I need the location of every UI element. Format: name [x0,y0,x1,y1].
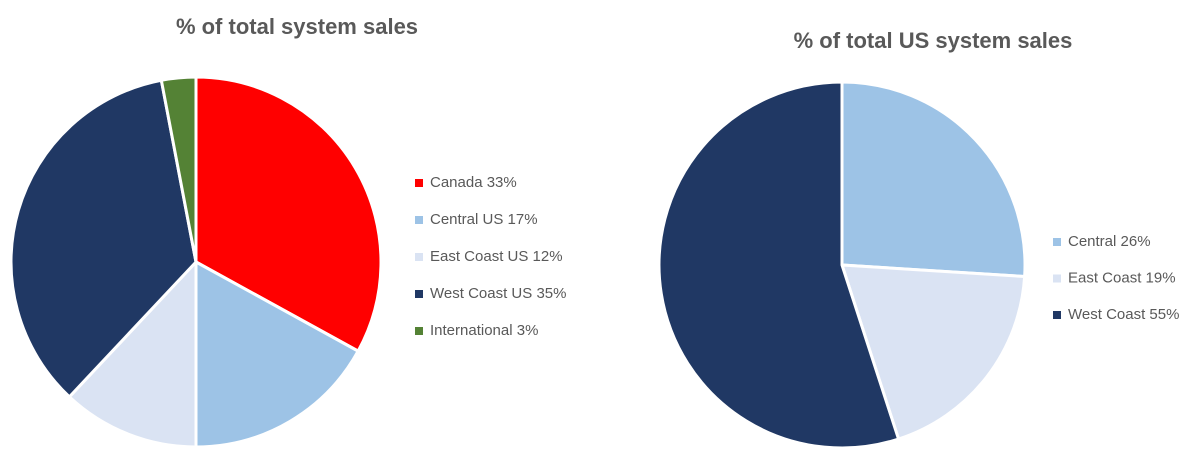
pie-slice [657,80,901,449]
legend-entry: West Coast 55% [1068,306,1179,323]
legend-swatch [415,179,423,187]
legend-swatch [415,216,423,224]
legend-entry: Canada 33% [430,174,517,191]
legend-value: 26% [1121,233,1151,250]
legend-swatch [415,290,423,298]
legend-entry: East Coast 19% [1068,269,1176,286]
legend-category: West Coast US [430,285,532,302]
pie-slice [194,260,360,449]
pie-slice [840,80,1027,278]
legend-entry: East Coast US 12% [430,248,563,265]
legend-category: West Coast [1068,306,1146,323]
legend-entry: Central US 17% [430,211,538,228]
legend-category: Canada [430,174,483,191]
legend-value: 12% [533,248,563,265]
legend-swatch [1053,238,1061,246]
chart-title: % of total US system sales [794,28,1073,53]
pie-slice [9,78,198,399]
legend-swatch [1053,311,1061,319]
legend-swatch [415,327,423,335]
pie-slice [67,260,198,449]
pie-slice [194,75,383,353]
legend-value: 19% [1146,269,1176,286]
legend-value: 33% [487,174,517,191]
legend-category: Central US [430,211,503,228]
legend-value: 3% [517,322,539,339]
legend-entry: International 3% [430,322,538,339]
pie-slice [159,75,198,264]
chart-title: % of total system sales [176,14,418,39]
legend-entry: West Coast US 35% [430,285,566,302]
legend-category: International [430,322,513,339]
legend-value: 17% [508,211,538,228]
pie-slice [840,263,1027,441]
legend-category: Central [1068,233,1116,250]
legend-category: East Coast [1068,269,1142,286]
legend-category: East Coast US [430,248,528,265]
legend-swatch [415,253,423,261]
legend-entry: Central 26% [1068,233,1151,250]
legend-swatch [1053,274,1061,283]
legend-value: 55% [1149,306,1179,323]
legend-value: 35% [536,285,566,302]
